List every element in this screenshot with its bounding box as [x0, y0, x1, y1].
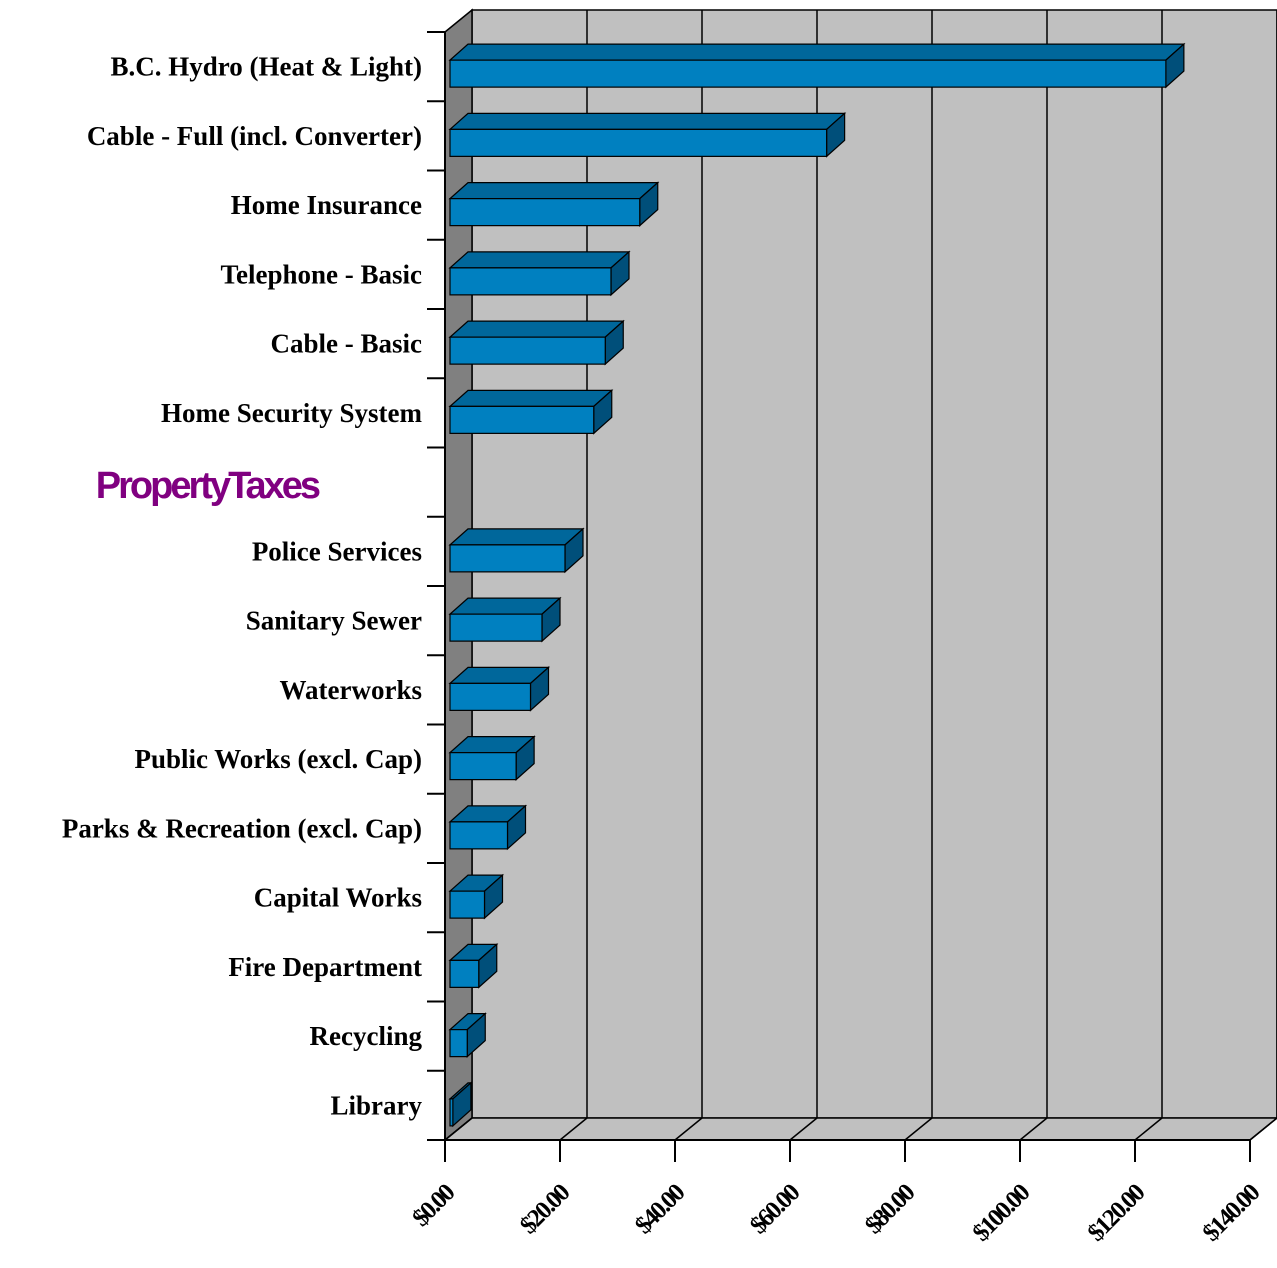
bar: [448, 527, 585, 574]
category-label: Public Works (excl. Cap): [134, 744, 422, 774]
floor-gridline: [674, 1117, 703, 1141]
bar-front-face: [449, 198, 641, 227]
bar-front-face: [449, 544, 566, 573]
category-label: Parks & Recreation (excl. Cap): [62, 813, 422, 843]
group-label-property-taxes: PropertyTaxes: [96, 465, 320, 507]
floor-gridline: [904, 1117, 933, 1141]
x-tick-label: $100.00: [968, 1179, 1036, 1247]
plot-back-wall: [471, 9, 1277, 1119]
axes: [427, 31, 1251, 1162]
bar: [448, 943, 499, 989]
floor-gridline: [1249, 1117, 1277, 1141]
x-tick-label: $40.00: [630, 1179, 690, 1239]
bar: [448, 42, 1186, 89]
bar-top-face: [448, 112, 847, 130]
category-label: Sanitary Sewer: [246, 606, 422, 636]
category-label: Fire Department: [228, 952, 422, 982]
gridlines: [444, 10, 1277, 1141]
bar-front-face: [449, 1098, 454, 1127]
bar: [448, 873, 505, 920]
bar: [448, 112, 847, 158]
bar-top-face: [448, 43, 1186, 61]
x-tick-label: $120.00: [1083, 1179, 1151, 1247]
bar-front-face: [449, 405, 595, 434]
category-labels: B.C. Hydro (Heat & Light) Cable - Full (i…: [62, 52, 423, 1121]
category-label: Cable - Basic: [271, 329, 423, 359]
bar: [448, 181, 660, 227]
bar: [448, 319, 625, 366]
bar-front-face: [449, 890, 486, 919]
floor-gridline: [444, 1117, 473, 1141]
bar-front-face: [449, 1029, 468, 1058]
bar-top-face: [448, 251, 631, 269]
x-tick-label: $0.00: [407, 1179, 460, 1232]
x-tick-labels: $0.00 $20.00 $40.00 $60.00 $80.00 $100.00 $120…: [407, 1179, 1265, 1247]
bar-front-face: [449, 128, 828, 157]
category-label: Capital Works: [254, 883, 422, 913]
plot-walls: [442, 8, 1277, 1142]
bar: [448, 596, 562, 643]
bar-top-face: [448, 320, 625, 338]
bar-top-face: [448, 528, 585, 546]
bar: [448, 735, 536, 781]
bar: [448, 389, 614, 435]
bar-front-face: [449, 682, 532, 711]
bar: [448, 250, 631, 297]
category-label: Home Insurance: [231, 190, 422, 220]
floor-gridline: [789, 1117, 818, 1141]
bar-top-face: [448, 389, 614, 407]
bar: [448, 666, 551, 712]
bar-front-face: [449, 59, 1167, 88]
category-label: Police Services: [252, 536, 422, 566]
category-label: Waterworks: [280, 675, 422, 705]
plot-floor: [442, 1117, 1277, 1141]
category-label: Cable - Full (incl. Converter): [87, 121, 422, 151]
bars: [448, 42, 1186, 1128]
bar-front-face: [449, 613, 543, 642]
bar-front-face: [449, 821, 509, 850]
bar: [448, 804, 528, 851]
bar-front-face: [449, 336, 606, 365]
floor-gridline: [1134, 1117, 1163, 1141]
bar-front-face: [449, 959, 480, 988]
bar: [448, 1012, 487, 1058]
category-label: Telephone - Basic: [220, 259, 422, 289]
bar-front-face: [449, 752, 517, 781]
bar-top-face: [448, 597, 562, 615]
x-tick-label: $60.00: [745, 1179, 805, 1239]
category-label: Recycling: [310, 1021, 423, 1051]
bar-front-face: [449, 267, 612, 296]
floor-gridline: [559, 1117, 588, 1141]
floor-gridline: [1019, 1117, 1048, 1141]
x-tick-label: $140.00: [1198, 1179, 1266, 1247]
x-tick-label: $80.00: [860, 1179, 920, 1239]
category-label: Library: [331, 1090, 423, 1120]
x-tick-label: $20.00: [515, 1179, 575, 1239]
bar: [448, 1081, 473, 1128]
bar-top-face: [448, 182, 660, 200]
category-label: Home Security System: [161, 398, 422, 428]
category-label: B.C. Hydro (Heat & Light): [111, 52, 423, 82]
